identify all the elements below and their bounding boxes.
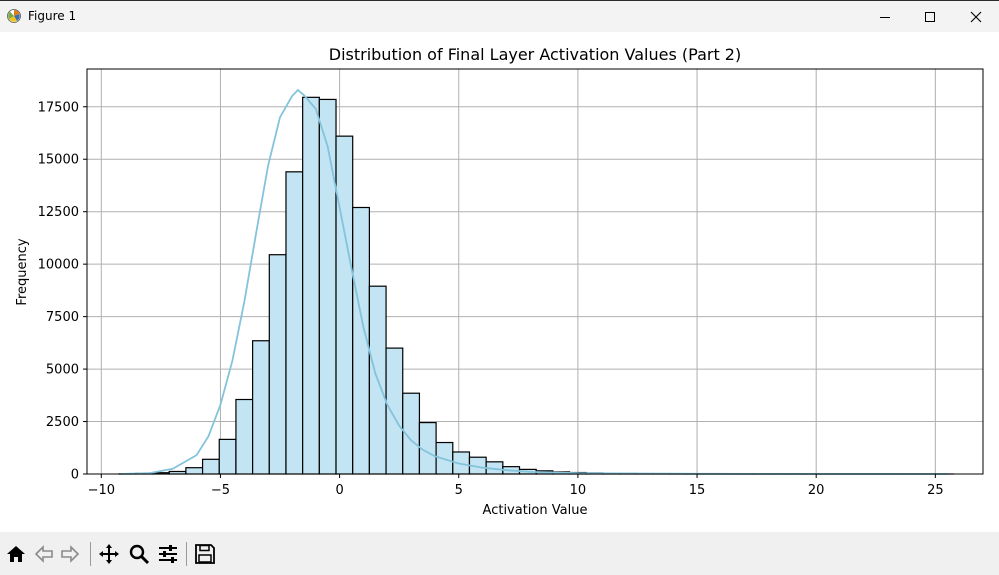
histogram-bar [302,96,320,475]
close-button[interactable] [953,1,999,33]
histogram-bar [385,347,404,475]
x-tick-label: 5 [455,483,463,498]
histogram-bar [335,135,354,475]
matplotlib-figure-icon [6,8,22,24]
histogram-bar [268,254,287,475]
x-tick-label: 0 [335,483,343,498]
histogram-bar [318,98,337,475]
configure-subplots-button[interactable] [155,541,181,567]
maximize-button[interactable] [907,1,953,33]
home-icon [7,546,25,562]
minimize-icon [880,17,890,18]
pan-move-icon [99,544,119,564]
x-axis-ticks: −10 −5 0 5 10 15 20 25 [88,474,944,498]
minimize-button[interactable] [862,1,908,33]
zoom-magnifier-icon [129,544,150,565]
forward-button[interactable] [57,541,83,567]
axes-frame [86,68,984,475]
kde-curve [119,88,948,475]
chart-title: Distribution of Final Layer Activation V… [329,45,741,64]
back-arrow-icon [34,545,53,563]
maximize-icon [925,12,935,22]
y-tick-label: 15000 [38,153,79,168]
histogram-bar [201,458,220,475]
y-tick-label: 2500 [46,415,79,430]
x-tick-label: 20 [808,483,825,498]
toolbar-separator [90,542,91,566]
x-tick-label: 15 [689,483,706,498]
y-tick-label: 5000 [46,363,79,378]
histogram-bar [252,340,270,475]
x-tick-label: 10 [570,483,587,498]
window-titlebar: Figure 1 [0,0,999,32]
forward-arrow-icon [61,545,80,563]
y-tick-label: 0 [71,468,79,483]
x-axis-label: Activation Value [483,503,588,518]
y-tick-label: 17500 [38,100,79,115]
histogram-bars [118,96,954,475]
configure-subplots-icon [159,545,177,563]
save-button[interactable] [192,541,218,567]
x-tick-label: −10 [88,483,115,498]
figure-canvas: −10 −5 0 5 10 15 20 25 0 2500 5000 7500 10000 12500 1… [0,32,999,532]
save-floppy-icon [195,544,215,564]
histogram-bar [185,467,204,475]
navigation-toolbar [0,532,999,575]
back-button[interactable] [31,541,57,567]
y-tick-label: 7500 [46,310,79,325]
grid-lines [87,69,983,475]
histogram-bar [235,398,254,475]
histogram-bar [218,438,237,475]
x-tick-label: 25 [927,483,944,498]
window-title: Figure 1 [28,9,77,23]
y-axis-label: Frequency [15,238,30,305]
y-axis-ticks: 0 2500 5000 7500 10000 12500 15000 17500 [38,100,87,483]
pan-button[interactable] [96,541,122,567]
y-tick-label: 10000 [38,258,79,273]
close-icon [970,11,982,23]
home-button[interactable] [3,541,29,567]
histogram-bar [285,171,304,475]
histogram-chart: −10 −5 0 5 10 15 20 25 0 2500 5000 7500 10000 12500 1… [15,45,984,518]
toolbar-separator [186,542,187,566]
x-tick-label: −5 [211,483,230,498]
y-tick-label: 12500 [38,205,79,220]
zoom-button[interactable] [126,541,152,567]
